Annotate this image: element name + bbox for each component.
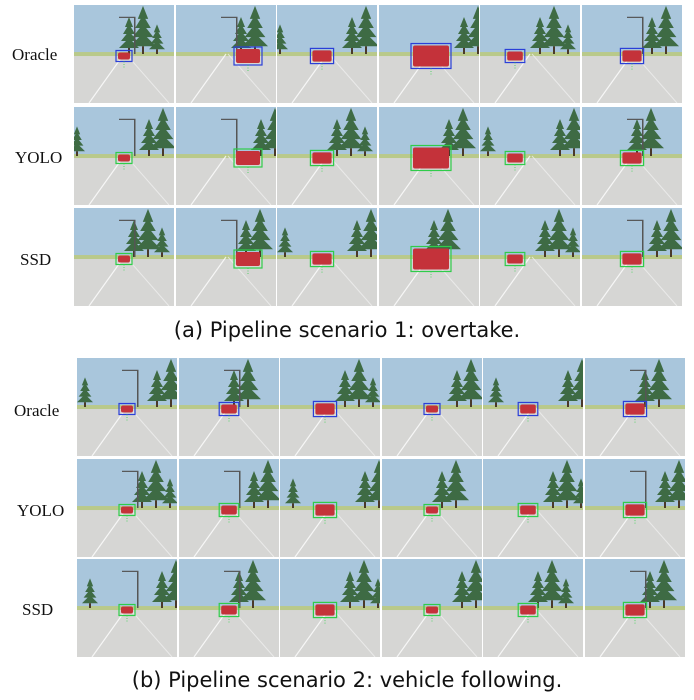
scene-image <box>483 358 583 456</box>
scene-image <box>581 208 682 306</box>
scene-image <box>584 559 685 657</box>
scene-image <box>378 107 479 205</box>
thumbnail-a-r2-c1 <box>74 107 174 205</box>
row-label-ssd-a: SSD <box>20 250 52 269</box>
scene-image <box>74 208 174 306</box>
thumbnail-a-r1-c1 <box>74 5 174 103</box>
thumbnail-b-r3-c4 <box>381 559 482 657</box>
thumbnail-b-r3-c3 <box>280 559 380 657</box>
thumbnail-b-r1-c3 <box>280 358 380 456</box>
scene-image <box>483 459 583 557</box>
scene-image <box>280 459 380 557</box>
thumbnail-a-r2-c2 <box>175 107 276 205</box>
thumbnail-a-r3-c2 <box>175 208 276 306</box>
thumbnail-a-r2-c3 <box>277 107 377 205</box>
thumbnail-b-r2-c2 <box>178 459 279 557</box>
scene-image <box>381 459 482 557</box>
scene-image <box>74 107 174 205</box>
thumbnail-b-r1-c6 <box>584 358 685 456</box>
scene-image <box>378 208 479 306</box>
thumbnail-b-r3-c5 <box>483 559 583 657</box>
thumbnail-a-r3-c1 <box>74 208 174 306</box>
thumbnail-a-r3-c3 <box>277 208 377 306</box>
scene-image <box>581 107 682 205</box>
thumbnail-b-r2-c3 <box>280 459 380 557</box>
thumbnail-a-r3-c5 <box>480 208 580 306</box>
thumbnail-a-r2-c5 <box>480 107 580 205</box>
thumbnail-a-r1-c3 <box>277 5 377 103</box>
thumbnail-b-r1-c4 <box>381 358 482 456</box>
scene-image <box>381 559 482 657</box>
scene-image <box>581 5 682 103</box>
scene-image <box>280 358 380 456</box>
scene-image <box>74 5 174 103</box>
thumbnail-a-r1-c6 <box>581 5 682 103</box>
caption-scenario-1: (a) Pipeline scenario 1: overtake. <box>173 318 521 342</box>
thumbnail-b-r2-c4 <box>381 459 482 557</box>
thumbnail-b-r3-c1 <box>77 559 177 657</box>
scene-image <box>381 358 482 456</box>
thumbnail-b-r2-c5 <box>483 459 583 557</box>
row-label-yolo-a: YOLO <box>15 148 63 167</box>
thumbnail-b-r1-c5 <box>483 358 583 456</box>
scene-image <box>584 459 685 557</box>
row-label-yolo-b: YOLO <box>17 501 65 520</box>
thumbnail-b-r3-c2 <box>178 559 279 657</box>
scene-image <box>178 559 279 657</box>
scene-image <box>280 559 380 657</box>
scene-image <box>175 107 276 205</box>
scene-image <box>480 107 580 205</box>
scene-image <box>483 559 583 657</box>
scene-image <box>178 358 279 456</box>
scene-image <box>77 459 177 557</box>
scene-image <box>175 208 276 306</box>
scene-image <box>277 107 377 205</box>
thumbnail-a-r3-c6 <box>581 208 682 306</box>
thumbnail-a-r2-c6 <box>581 107 682 205</box>
thumbnail-a-r1-c4 <box>378 5 479 103</box>
thumbnail-b-r3-c6 <box>584 559 685 657</box>
row-label-oracle-a: Oracle <box>12 45 58 64</box>
thumbnail-b-r1-c2 <box>178 358 279 456</box>
scene-image <box>378 5 479 103</box>
scene-image <box>480 208 580 306</box>
thumbnail-b-r2-c6 <box>584 459 685 557</box>
scene-image <box>178 459 279 557</box>
thumbnail-b-r1-c1 <box>77 358 177 456</box>
scene-image <box>77 559 177 657</box>
thumbnail-a-r2-c4 <box>378 107 479 205</box>
scene-image <box>175 5 276 103</box>
scene-image <box>77 358 177 456</box>
scene-image <box>277 208 377 306</box>
thumbnail-a-r1-c2 <box>175 5 276 103</box>
thumbnail-a-r1-c5 <box>480 5 580 103</box>
row-label-oracle-b: Oracle <box>14 401 60 420</box>
thumbnail-b-r2-c1 <box>77 459 177 557</box>
caption-scenario-2: (b) Pipeline scenario 2: vehicle followi… <box>131 668 563 692</box>
row-label-ssd-b: SSD <box>22 600 54 619</box>
scene-image <box>480 5 580 103</box>
thumbnail-a-r3-c4 <box>378 208 479 306</box>
scene-image <box>277 5 377 103</box>
scene-image <box>584 358 685 456</box>
